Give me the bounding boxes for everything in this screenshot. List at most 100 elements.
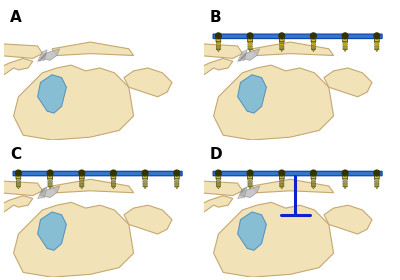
Polygon shape [238,75,266,113]
FancyBboxPatch shape [374,35,379,42]
FancyBboxPatch shape [248,183,252,185]
FancyBboxPatch shape [143,186,147,187]
FancyBboxPatch shape [216,172,221,179]
Polygon shape [14,202,134,277]
FancyBboxPatch shape [279,35,284,42]
Polygon shape [194,181,242,196]
FancyBboxPatch shape [343,181,347,182]
FancyBboxPatch shape [111,186,116,187]
Polygon shape [175,186,178,189]
FancyBboxPatch shape [213,34,382,39]
Polygon shape [112,186,115,189]
FancyBboxPatch shape [280,179,284,180]
Polygon shape [38,187,47,199]
Polygon shape [324,68,372,97]
Polygon shape [280,186,283,189]
Circle shape [279,170,285,176]
FancyBboxPatch shape [216,44,221,45]
FancyBboxPatch shape [343,35,348,42]
FancyBboxPatch shape [216,181,221,182]
Polygon shape [344,49,346,52]
Circle shape [110,170,116,176]
Polygon shape [238,50,247,61]
Polygon shape [0,196,33,215]
FancyBboxPatch shape [343,44,347,45]
FancyBboxPatch shape [80,186,84,187]
FancyBboxPatch shape [111,183,116,185]
Polygon shape [52,179,134,193]
FancyBboxPatch shape [174,183,179,185]
FancyBboxPatch shape [279,172,284,179]
FancyBboxPatch shape [374,46,379,47]
Circle shape [142,170,148,176]
Polygon shape [38,50,47,61]
FancyBboxPatch shape [311,46,316,47]
FancyBboxPatch shape [311,179,316,180]
FancyBboxPatch shape [174,181,179,182]
Circle shape [174,170,180,176]
Circle shape [216,170,221,176]
FancyBboxPatch shape [248,46,252,47]
FancyBboxPatch shape [343,183,347,185]
FancyBboxPatch shape [248,48,252,50]
FancyBboxPatch shape [216,186,221,187]
Polygon shape [0,44,42,59]
Circle shape [342,170,348,176]
Polygon shape [40,186,60,197]
Polygon shape [38,75,66,113]
FancyBboxPatch shape [174,179,179,180]
FancyBboxPatch shape [374,179,379,180]
FancyBboxPatch shape [311,183,316,185]
FancyBboxPatch shape [216,48,221,50]
Circle shape [374,170,380,176]
FancyBboxPatch shape [311,181,316,182]
Polygon shape [124,68,172,97]
FancyBboxPatch shape [143,179,147,180]
Polygon shape [240,186,260,197]
FancyBboxPatch shape [311,172,316,179]
Polygon shape [194,44,242,59]
Circle shape [310,33,316,39]
Circle shape [279,33,285,39]
Polygon shape [214,202,334,277]
Polygon shape [324,205,372,234]
FancyBboxPatch shape [280,48,284,50]
Polygon shape [17,186,20,189]
FancyBboxPatch shape [374,183,379,185]
FancyBboxPatch shape [80,179,84,180]
Circle shape [47,170,53,176]
FancyBboxPatch shape [343,179,347,180]
FancyBboxPatch shape [216,42,221,43]
Polygon shape [312,186,315,189]
Polygon shape [375,49,378,52]
FancyBboxPatch shape [374,181,379,182]
Polygon shape [252,179,334,193]
FancyBboxPatch shape [174,172,179,179]
FancyBboxPatch shape [79,172,84,179]
Polygon shape [0,181,42,196]
FancyBboxPatch shape [16,179,21,180]
FancyBboxPatch shape [216,35,221,42]
Polygon shape [52,42,134,55]
Polygon shape [214,65,334,140]
FancyBboxPatch shape [343,42,347,43]
Polygon shape [217,186,220,189]
FancyBboxPatch shape [248,35,252,42]
Circle shape [247,170,253,176]
FancyBboxPatch shape [216,183,221,185]
FancyBboxPatch shape [311,48,316,50]
FancyBboxPatch shape [143,181,147,182]
FancyBboxPatch shape [280,46,284,47]
FancyBboxPatch shape [343,186,347,187]
Polygon shape [249,186,252,189]
FancyBboxPatch shape [280,42,284,43]
FancyBboxPatch shape [311,44,316,45]
FancyBboxPatch shape [343,48,347,50]
FancyBboxPatch shape [111,179,116,180]
Polygon shape [252,42,334,55]
Polygon shape [238,212,266,250]
Polygon shape [375,186,378,189]
FancyBboxPatch shape [111,181,116,182]
FancyBboxPatch shape [248,186,252,187]
FancyBboxPatch shape [343,46,347,47]
